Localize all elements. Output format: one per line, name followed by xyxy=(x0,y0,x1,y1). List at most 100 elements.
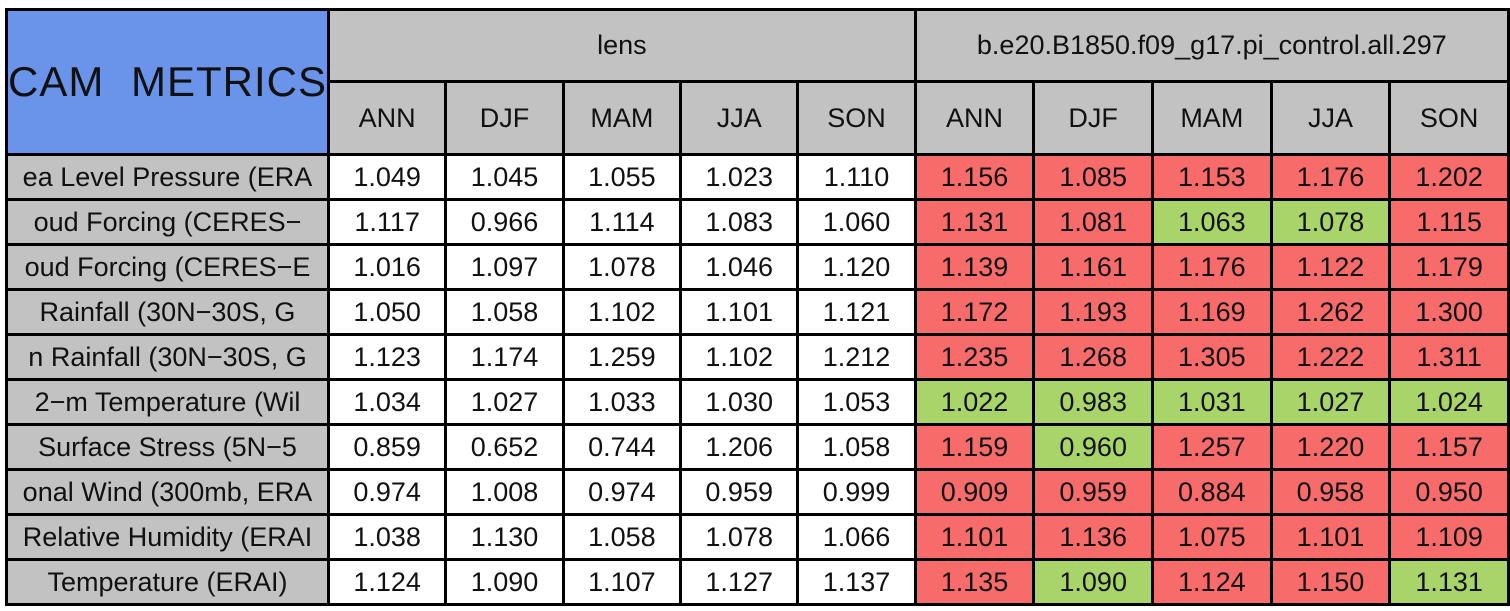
season-header: DJF xyxy=(1032,80,1154,156)
row-label-cell: Rainfall (30N−30S, G xyxy=(5,288,330,336)
metric-value-control: 1.176 xyxy=(1269,153,1392,201)
metric-value-control: 1.135 xyxy=(913,558,1036,606)
metric-value-lens: 1.033 xyxy=(561,378,683,426)
row-label-cell: oud Forcing (CERES− xyxy=(5,198,330,246)
metric-value-lens: 1.123 xyxy=(326,333,448,381)
row-label: onal Wind (300mb, ERA xyxy=(22,476,313,507)
metric-value-lens: 1.046 xyxy=(679,243,800,291)
metric-value-lens: 1.097 xyxy=(444,243,565,291)
row-label-cell: 2−m Temperature (Wil xyxy=(5,378,330,426)
metric-value-lens: 1.107 xyxy=(561,558,683,606)
season-header: MAM xyxy=(1151,80,1273,156)
metric-value-control: 1.024 xyxy=(1388,378,1510,426)
metric-value-lens: 0.974 xyxy=(561,468,683,516)
metric-value-control: 1.300 xyxy=(1388,288,1510,336)
table-row: Relative Humidity (ERAI 1.038 1.130 1.05… xyxy=(5,513,1510,561)
metric-value-lens: 1.127 xyxy=(679,558,800,606)
table-row: 2−m Temperature (Wil 1.034 1.027 1.033 1… xyxy=(5,378,1510,426)
metric-value-lens: 1.060 xyxy=(796,198,917,246)
row-label: Surface Stress (5N−5 xyxy=(38,431,297,462)
metric-value-lens: 1.027 xyxy=(444,378,565,426)
metric-value-lens: 0.959 xyxy=(679,468,800,516)
metric-value-control: 0.909 xyxy=(913,468,1036,516)
metric-value-lens: 1.090 xyxy=(444,558,565,606)
metric-value-lens: 1.259 xyxy=(561,333,683,381)
season-header-row: ANN DJF MAM JJA SON ANN DJF MAM JJA SON xyxy=(7,80,1510,156)
table-title-cell: CAM METRICS xyxy=(5,8,330,156)
metric-value-lens: 1.212 xyxy=(796,333,917,381)
group-header-control-run: b.e20.B1850.f09_g17.pi_control.all.297 xyxy=(913,8,1510,83)
metric-value-control: 0.950 xyxy=(1388,468,1510,516)
metric-value-control: 1.235 xyxy=(913,333,1036,381)
metric-value-control: 1.161 xyxy=(1032,243,1154,291)
metric-value-lens: 0.744 xyxy=(561,423,683,471)
metric-value-lens: 1.117 xyxy=(326,198,448,246)
metric-value-control: 1.172 xyxy=(913,288,1036,336)
metric-value-control: 1.027 xyxy=(1269,378,1392,426)
season-header: SON xyxy=(1388,80,1510,156)
metric-value-control: 1.169 xyxy=(1151,288,1273,336)
row-label-cell: ea Level Pressure (ERA xyxy=(5,153,330,201)
metric-value-lens: 1.045 xyxy=(444,153,565,201)
metric-value-control: 1.131 xyxy=(913,198,1036,246)
metric-value-control: 1.220 xyxy=(1269,423,1392,471)
metric-value-lens: 0.974 xyxy=(326,468,448,516)
metric-value-lens: 0.966 xyxy=(444,198,565,246)
metric-value-lens: 1.050 xyxy=(326,288,448,336)
row-label-cell: n Rainfall (30N−30S, G xyxy=(5,333,330,381)
metric-value-control: 1.085 xyxy=(1032,153,1154,201)
metric-value-lens: 1.121 xyxy=(796,288,917,336)
metric-value-control: 1.122 xyxy=(1269,243,1392,291)
metric-value-control: 1.159 xyxy=(913,423,1036,471)
metric-value-control: 1.063 xyxy=(1151,198,1273,246)
metric-value-lens: 1.053 xyxy=(796,378,917,426)
metric-value-control: 1.157 xyxy=(1388,423,1510,471)
metric-value-control: 1.262 xyxy=(1269,288,1392,336)
metric-value-lens: 1.206 xyxy=(679,423,800,471)
metric-value-control: 1.115 xyxy=(1388,198,1510,246)
metric-value-control: 1.031 xyxy=(1151,378,1273,426)
metric-value-control: 1.311 xyxy=(1388,333,1510,381)
metric-value-lens: 1.049 xyxy=(326,153,448,201)
metric-value-control: 0.959 xyxy=(1032,468,1154,516)
metric-value-lens: 1.174 xyxy=(444,333,565,381)
row-label: oud Forcing (CERES−E xyxy=(24,251,311,282)
metrics-table: CAM METRICS lens b.e20.B1850.f09_g17.pi_… xyxy=(5,8,1510,606)
metric-value-lens: 1.034 xyxy=(326,378,448,426)
metric-value-lens: 1.101 xyxy=(679,288,800,336)
metric-value-lens: 1.124 xyxy=(326,558,448,606)
metric-value-lens: 1.110 xyxy=(796,153,917,201)
metric-value-control: 1.193 xyxy=(1032,288,1154,336)
table-row: onal Wind (300mb, ERA 0.974 1.008 0.974 … xyxy=(5,468,1510,516)
metric-value-lens: 1.083 xyxy=(679,198,800,246)
table-row: Temperature (ERAI) 1.124 1.090 1.107 1.1… xyxy=(5,558,1510,606)
metric-value-control: 0.960 xyxy=(1032,423,1154,471)
metric-value-lens: 1.102 xyxy=(679,333,800,381)
metric-value-control: 0.958 xyxy=(1269,468,1392,516)
metric-value-lens: 1.030 xyxy=(679,378,800,426)
metric-value-control: 1.222 xyxy=(1269,333,1392,381)
metric-value-lens: 1.058 xyxy=(444,288,565,336)
metric-value-lens: 1.008 xyxy=(444,468,565,516)
metric-value-control: 1.101 xyxy=(1269,513,1392,561)
metric-value-control: 1.081 xyxy=(1032,198,1154,246)
metric-value-control: 1.090 xyxy=(1032,558,1154,606)
table-row: oud Forcing (CERES− 1.117 0.966 1.114 1.… xyxy=(5,198,1510,246)
season-header: MAM xyxy=(561,80,683,156)
metric-value-lens: 1.058 xyxy=(561,513,683,561)
season-header: SON xyxy=(796,80,917,156)
metric-value-lens: 0.999 xyxy=(796,468,917,516)
metric-value-control: 1.101 xyxy=(913,513,1036,561)
row-label: Temperature (ERAI) xyxy=(47,566,288,597)
metric-value-control: 1.131 xyxy=(1388,558,1510,606)
group-header-lens: lens xyxy=(327,8,917,83)
metric-value-lens: 1.102 xyxy=(561,288,683,336)
metric-value-control: 1.124 xyxy=(1151,558,1273,606)
metric-value-control: 1.022 xyxy=(913,378,1036,426)
row-label: Rainfall (30N−30S, G xyxy=(39,296,296,327)
table-row: n Rainfall (30N−30S, G 1.123 1.174 1.259… xyxy=(5,333,1510,381)
metric-value-lens: 0.859 xyxy=(326,423,448,471)
season-header: JJA xyxy=(679,80,800,156)
metric-value-control: 0.884 xyxy=(1151,468,1273,516)
metric-value-control: 1.268 xyxy=(1032,333,1154,381)
